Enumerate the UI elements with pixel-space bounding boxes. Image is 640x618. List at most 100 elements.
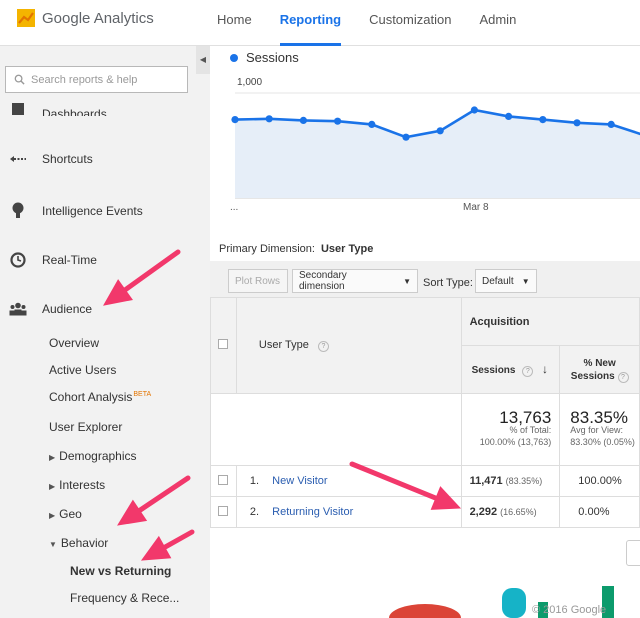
header-user-type[interactable]: User Type ? [235,297,462,394]
data-point[interactable] [607,120,615,128]
data-point[interactable] [505,112,513,120]
data-point[interactable] [368,120,376,128]
totals-sessions: 13,763 % of Total: 100.00% (13,763) [460,393,561,466]
data-point[interactable] [231,116,239,124]
plot-rows-button[interactable]: Plot Rows [228,269,288,293]
sidebar-item-label: Shortcuts [42,152,93,166]
sidebar-sub-overview[interactable]: Overview [49,336,100,350]
search-box[interactable] [5,66,188,93]
totals-pct-new: 83.35% Avg for View: 83.30% (0.05%) [559,393,640,466]
sidebar-item-label: Dashboards [42,107,107,116]
footer-copyright: © 2016 Google [532,604,607,616]
row-checkbox[interactable] [218,474,229,485]
people-icon [0,302,36,316]
header-sessions[interactable]: Sessions ? ↓ [460,345,561,394]
help-icon[interactable]: ? [317,341,329,352]
table-row: 2. Returning Visitor 2,292 (16.65%) 0.00… [210,496,640,528]
sidebar-sub-behavior[interactable]: ▼ Behavior [49,536,108,550]
sidebar-sub-new-vs-returning[interactable]: New vs Returning [70,564,172,578]
sidebar-sub-frequency[interactable]: Frequency & Rece... [70,591,180,605]
y-axis-top-label: 1,000 [237,77,262,88]
lightbulb-icon [0,202,36,220]
dropdown-caret-icon: ▼ [521,276,530,286]
row-sessions-value: 2,292 [469,506,498,518]
sidebar-sub-interests[interactable]: ▶ Interests [49,478,105,492]
app-name: Google Analytics [42,9,154,27]
analytics-logo-icon [17,9,35,27]
sort-type-label: Sort Type: [423,277,473,289]
sidebar-item-dashboards[interactable]: Dashboards [0,102,107,116]
row-dimension-link[interactable]: Returning Visitor [272,506,354,518]
sidebar-sub-active-users[interactable]: Active Users [49,363,117,377]
sidebar-sub-cohort-analysis[interactable]: Cohort AnalysisBETA [49,390,151,404]
shortcuts-icon [0,154,36,164]
x-axis-left-label: ... [230,202,238,213]
data-point[interactable] [436,127,444,135]
sidebar-item-label: Real-Time [42,253,97,267]
secondary-dimension-dropdown[interactable]: Secondary dimension ▼ [292,269,418,293]
expand-triangle-icon: ▶ [49,453,56,462]
sort-arrow-icon[interactable]: ↓ [542,362,549,376]
pagination-control[interactable] [626,540,640,566]
tab-admin[interactable]: Admin [479,12,517,27]
primary-dimension-value[interactable]: User Type [320,243,374,255]
total-avg-detail: 83.30% (0.05%) [570,436,635,447]
sidebar-sub-label: Cohort Analysis [49,390,133,404]
search-input[interactable] [31,73,181,86]
header-pct-new-sessions[interactable]: % New Sessions ? [559,345,640,394]
dashboard-icon [0,102,36,116]
report-table: User Type ? Acquisition Sessions ? ↓ % N… [210,297,640,528]
total-pct-detail: 100.00% (13,763) [479,436,552,447]
data-point[interactable] [573,119,581,127]
help-icon[interactable]: ? [617,371,629,383]
primary-dimension: Primary Dimension: User Type [219,243,373,255]
sidebar-item-label: Intelligence Events [42,204,143,218]
totals-label-cell [210,393,462,466]
search-icon [14,74,25,85]
group-header-acquisition: Acquisition [460,297,640,346]
clock-icon [0,252,36,268]
data-point[interactable] [265,115,273,123]
data-point[interactable] [299,116,307,124]
sort-type-dropdown[interactable]: Default ▼ [475,269,537,293]
tab-customization[interactable]: Customization [369,12,452,27]
sidebar-sub-label: Behavior [60,536,109,550]
data-point[interactable] [402,133,410,141]
row-checkbox[interactable] [218,505,229,516]
row-dimension-cell: 1. New Visitor [235,465,462,497]
header-checkbox-cell [210,297,237,394]
sidebar-item-audience[interactable]: Audience [0,302,92,316]
brand[interactable]: Google Analytics [16,8,154,28]
select-all-checkbox[interactable] [218,339,229,349]
help-icon[interactable]: ? [522,366,534,377]
row-pct-new-cell: 0.00% [559,496,640,528]
collapse-sidebar-icon[interactable]: ◀ [196,46,210,74]
column-label: User Type [258,339,309,351]
sidebar-sub-user-explorer[interactable]: User Explorer [49,420,123,434]
row-checkbox-cell [210,465,237,497]
tab-reporting[interactable]: Reporting [279,0,342,46]
sidebar-sub-label: Interests [59,478,106,492]
sidebar-sub-geo[interactable]: ▶ Geo [49,507,82,521]
top-nav: Home Reporting Customization Admin [217,0,544,46]
row-sessions-cell: 11,471 (83.35%) [460,465,561,497]
sessions-area [235,110,640,198]
sessions-points [231,106,615,141]
sidebar-item-real-time[interactable]: Real-Time [0,252,97,268]
data-point[interactable] [539,116,547,124]
row-dimension-link[interactable]: New Visitor [272,475,328,487]
sessions-line [234,108,640,139]
dropdown-caret-icon: ▼ [403,276,411,286]
sidebar-item-intelligence-events[interactable]: Intelligence Events [0,202,143,220]
total-avg-label: Avg for View: [570,424,623,435]
row-sessions-value: 11,471 [469,475,503,487]
data-point[interactable] [334,117,342,125]
sidebar-item-shortcuts[interactable]: Shortcuts [0,152,93,166]
sidebar-sub-label: Demographics [59,449,137,463]
data-point[interactable] [470,106,478,114]
tab-home[interactable]: Home [217,12,252,27]
beta-badge: BETA [133,391,152,398]
row-index: 2. [249,506,260,518]
total-pct-new-value: 83.35% [570,407,628,427]
sidebar-sub-demographics[interactable]: ▶ Demographics [49,449,137,463]
